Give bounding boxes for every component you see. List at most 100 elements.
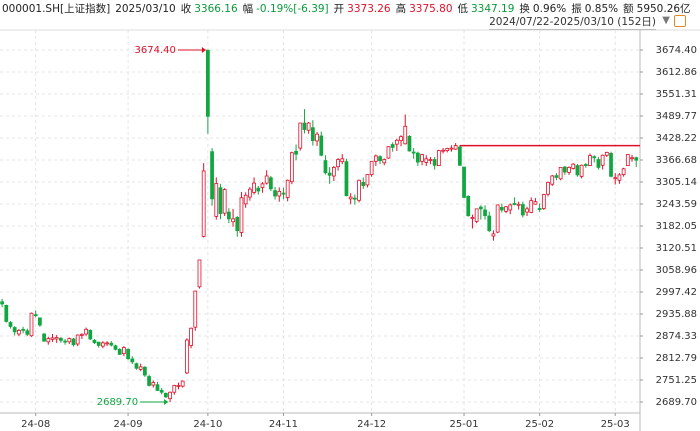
candle-body [12,327,17,333]
candle-body [634,157,639,161]
candle-body [483,209,487,217]
candle-body [588,155,592,167]
candle-body [172,385,177,393]
candle-body [201,170,206,237]
item-label: 高 [395,3,407,15]
x-tick-label: 25-02 [525,419,554,430]
candle-body [571,163,576,169]
candle-body [239,197,244,233]
candle-body [499,207,504,211]
candle-body [470,217,475,219]
item-value: 0.85% [584,3,619,15]
candle-body [331,166,336,177]
settings-icon[interactable] [674,15,686,27]
item-label: 换 [519,3,530,15]
candle-body [487,215,492,232]
candle-body [512,203,517,205]
candle-body [613,177,618,180]
x-tick-label: 24-10 [193,419,222,430]
candle-body [294,150,298,155]
candle-body [550,175,555,185]
y-tick-label: 3305.14 [656,177,697,188]
candle-body [130,358,135,363]
candle-body [516,203,521,206]
x-tick-label: 25-01 [450,419,479,430]
item-value: 3373.26 [347,3,391,15]
candle-body [214,183,219,217]
y-tick-label: 3058.96 [656,265,697,276]
candle-body [80,333,84,336]
candle-body [231,218,235,223]
candle-body [378,156,382,162]
candle-body [319,135,324,156]
candle-body [554,175,559,178]
y-tick-label: 3120.51 [656,243,697,254]
candle-body [189,327,193,346]
candle-body [38,317,42,326]
candle-body [630,157,634,160]
candle-body [537,208,542,210]
header: 000001.SH[上证指数] 2025/03/10 收 3366.16 幅 -0.19%… [2,1,696,16]
candle-body [197,259,202,288]
candle-body [256,187,261,192]
item-value: 0.96% [532,3,567,15]
candle-body [113,345,118,350]
candle-body [495,204,500,233]
item-label: 幅 [242,3,254,15]
candle-body [59,337,63,341]
candle-body [168,391,172,400]
candle-body [17,329,21,335]
candle-body [441,149,445,152]
candle-body [138,366,143,370]
candle-body [432,159,437,166]
candle-body [567,166,571,173]
y-tick-label: 2997.42 [656,287,697,298]
x-tick-label: 24-09 [114,419,143,430]
candle-body [382,159,387,164]
annotation-arrowhead [164,398,169,405]
candle-body [558,166,563,180]
y-tick-label: 3428.22 [656,133,697,144]
candle-body [449,147,454,150]
y-tick-label: 3489.77 [656,111,697,122]
candle-body [508,204,513,211]
candle-body [67,338,72,343]
candle-body [491,233,496,237]
candle-body [25,330,30,335]
candle-body [592,156,597,159]
candle-body [625,154,630,167]
candle-body [42,333,46,342]
y-tick-label: 2689.70 [656,397,697,408]
candle-body [50,337,55,340]
candle-body [520,204,525,216]
candle-body [609,153,613,177]
candle-body [403,125,408,145]
candle-body [159,390,164,393]
candle-body [600,154,605,166]
candle-body [348,196,353,200]
candle-body [621,168,626,175]
annotation-label: 2689.70 [97,397,138,408]
date-range[interactable]: 2024/07/22-2025/03/10 (152日) [489,16,656,30]
candle-body [218,187,223,214]
candle-body [323,160,328,174]
item-value: 3375.80 [409,3,453,15]
candle-body [369,160,374,175]
candle-body [340,158,345,163]
item-value: 3347.19 [471,3,515,15]
candle-body [8,322,13,327]
candle-body [579,164,584,177]
candle-body [596,159,601,168]
y-tick-label: 2812.79 [656,353,697,364]
y-tick-label: 2751.25 [656,375,697,386]
candle-body [298,122,303,149]
candle-body [302,122,307,130]
item-value: 3366.16 [194,3,238,15]
candle-body [54,337,59,340]
x-tick-label: 24-11 [269,419,298,430]
candle-body [193,290,198,328]
candle-body [92,340,97,343]
candle-body [466,195,471,217]
range-dropdown[interactable]: ▼ [662,15,670,26]
